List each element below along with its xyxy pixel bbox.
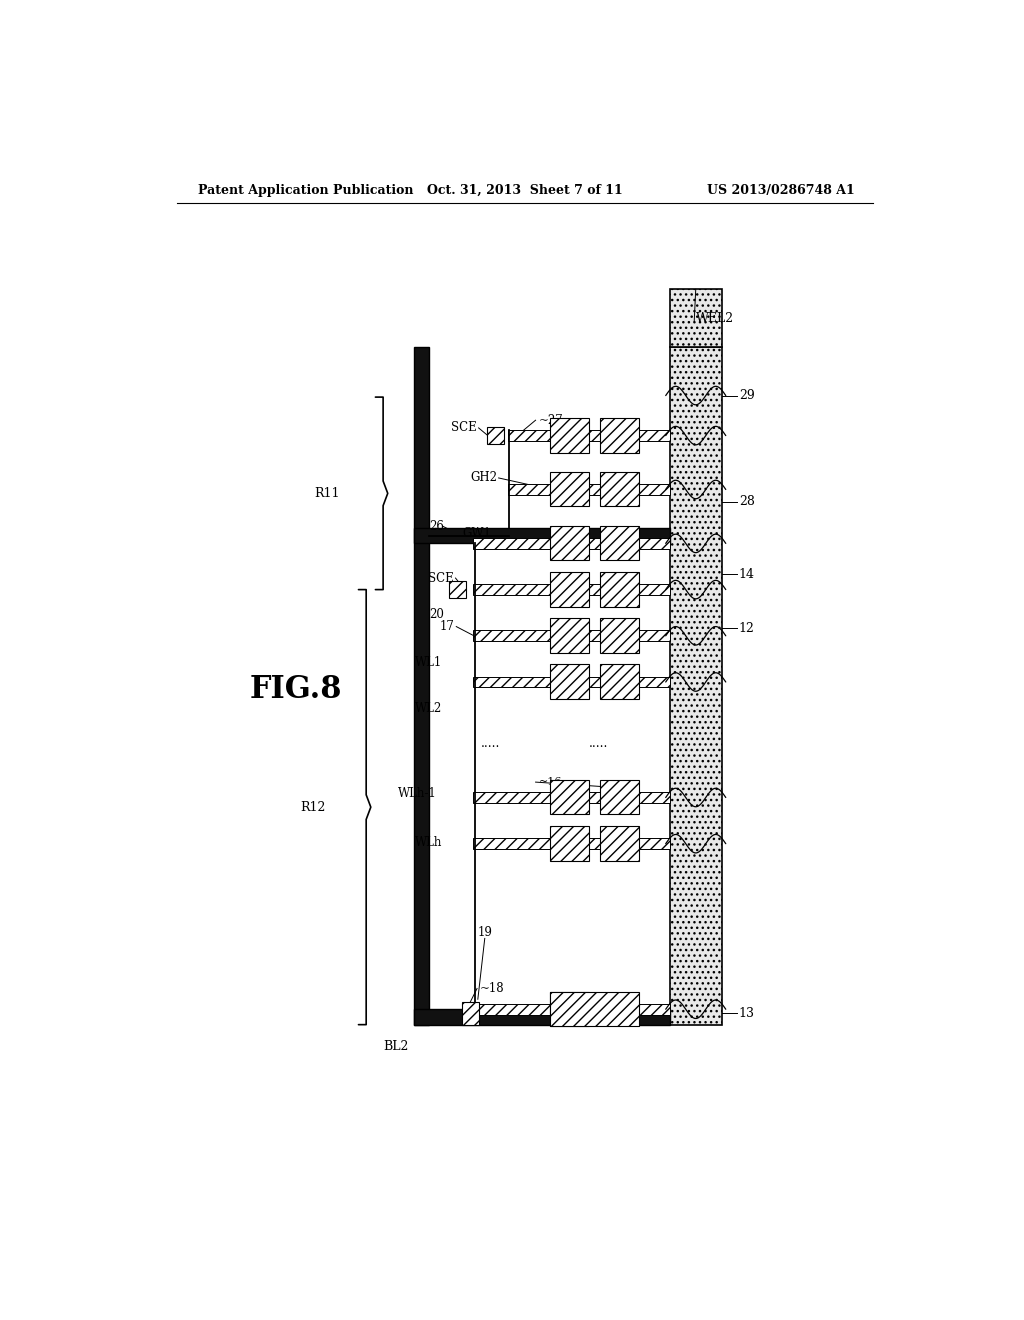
Text: US 2013/0286748 A1: US 2013/0286748 A1	[707, 185, 854, 197]
Bar	[473, 792, 670, 803]
Text: 12: 12	[739, 622, 755, 635]
Bar	[550, 991, 589, 1026]
Text: WL1: WL1	[415, 656, 442, 669]
Bar	[600, 618, 639, 653]
Bar	[600, 525, 639, 561]
Bar	[600, 471, 639, 507]
Bar	[550, 780, 589, 814]
Bar	[600, 664, 639, 700]
Bar	[449, 581, 466, 598]
Text: 29: 29	[739, 389, 755, 403]
Bar	[508, 484, 670, 495]
Text: WEL2: WEL2	[695, 312, 734, 325]
Text: 19: 19	[477, 925, 493, 939]
Text: .....: .....	[481, 737, 501, 750]
Text: R11: R11	[314, 487, 340, 500]
Bar	[473, 585, 670, 595]
Bar	[550, 664, 589, 700]
Text: ~15: ~15	[539, 795, 562, 804]
Bar	[550, 525, 589, 561]
Bar	[550, 471, 589, 507]
Bar	[600, 418, 639, 453]
Text: 28: 28	[739, 495, 755, 508]
Text: Oct. 31, 2013  Sheet 7 of 11: Oct. 31, 2013 Sheet 7 of 11	[427, 185, 623, 197]
Text: FIG.8: FIG.8	[250, 675, 342, 705]
Text: GW1: GW1	[462, 527, 490, 540]
Bar	[473, 631, 670, 642]
Bar	[600, 780, 639, 814]
Bar	[550, 572, 589, 607]
Text: .....: .....	[589, 737, 608, 750]
Bar	[487, 428, 504, 444]
Bar	[550, 991, 639, 1026]
Bar	[414, 1010, 670, 1024]
Text: GH2: GH2	[470, 471, 497, 484]
Bar	[508, 430, 670, 441]
Bar	[414, 347, 429, 1024]
Text: WLh: WLh	[415, 836, 442, 849]
Bar	[473, 539, 670, 549]
Text: SCE: SCE	[428, 572, 454, 585]
Bar	[414, 528, 670, 544]
Text: Patent Application Publication: Patent Application Publication	[199, 185, 414, 197]
Bar	[473, 677, 670, 688]
Bar	[473, 838, 670, 849]
Bar	[670, 289, 722, 347]
Text: WL2: WL2	[415, 702, 442, 715]
Text: R12: R12	[300, 801, 326, 814]
Text: SCE: SCE	[452, 421, 477, 434]
Bar	[473, 1005, 670, 1015]
Bar	[462, 1002, 478, 1026]
Text: BL2: BL2	[384, 1040, 409, 1053]
Text: ~18: ~18	[480, 982, 505, 995]
Text: 20: 20	[429, 607, 444, 620]
Bar	[670, 347, 722, 1024]
Text: ~16: ~16	[539, 777, 562, 787]
Text: 17: 17	[440, 620, 455, 634]
Text: WLh-1: WLh-1	[397, 787, 436, 800]
Text: 14: 14	[739, 568, 755, 581]
Bar	[550, 826, 589, 861]
Text: 26: 26	[430, 520, 444, 533]
Text: 13: 13	[739, 1007, 755, 1019]
Bar	[550, 618, 589, 653]
Bar	[600, 826, 639, 861]
Bar	[550, 418, 589, 453]
Text: ~27: ~27	[539, 413, 563, 426]
Bar	[600, 572, 639, 607]
